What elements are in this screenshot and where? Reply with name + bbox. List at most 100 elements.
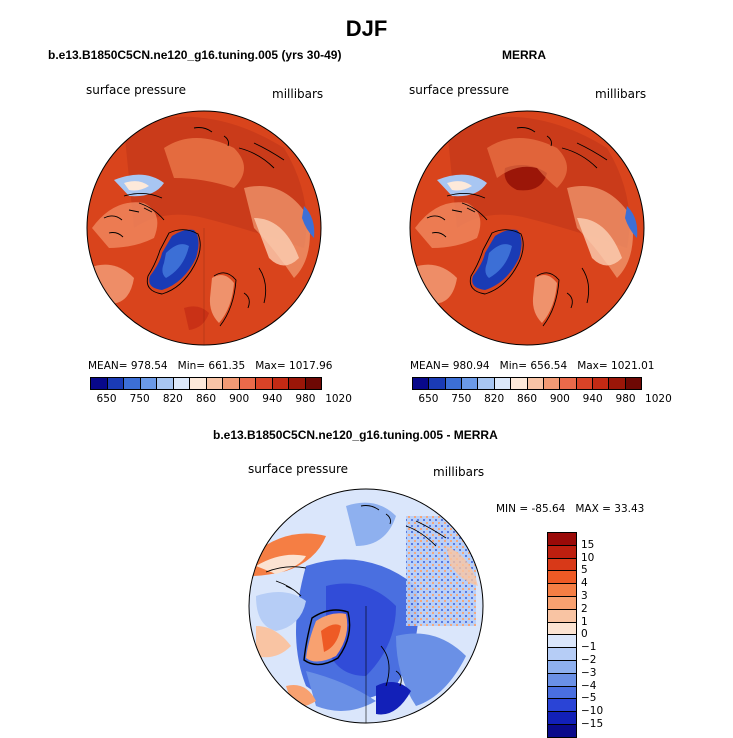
right-min-value: 656.54	[530, 360, 568, 372]
colorbar-swatch	[256, 378, 273, 389]
colorbar-swatch	[173, 378, 190, 389]
colorbar-swatch	[190, 378, 207, 389]
colorbar-swatch	[548, 712, 576, 725]
colorbar-swatch	[511, 378, 528, 389]
colorbar-tick-label: 4	[581, 577, 588, 590]
colorbar-tick-label: 1020	[645, 393, 672, 405]
colorbar-swatch	[305, 378, 321, 389]
colorbar-swatch	[478, 378, 495, 389]
colorbar-swatch	[239, 378, 256, 389]
colorbar-swatch	[289, 378, 306, 389]
right-stats: MEAN= 980.94 Min= 656.54 Max= 1021.01	[410, 360, 654, 372]
colorbar-swatch	[429, 378, 446, 389]
colorbar-swatch	[548, 660, 576, 674]
left-max-value: 1017.96	[289, 360, 333, 372]
figure-title: DJF	[345, 16, 388, 41]
colorbar-tick-label: 750	[451, 393, 472, 405]
right-mean-label: MEAN=	[410, 360, 450, 372]
colorbar-tick-label: 650	[418, 393, 439, 405]
colorbar-swatch	[548, 596, 576, 610]
colorbar-swatch	[625, 378, 642, 389]
colorbar-swatch	[548, 699, 576, 713]
diff-colorbar	[547, 532, 577, 738]
colorbar-swatch	[462, 378, 479, 389]
colorbar-tick-label: 2	[581, 602, 588, 615]
colorbar-tick-label: 5	[581, 564, 588, 577]
colorbar-tick-label: 820	[484, 393, 505, 405]
left-mean-value: 978.54	[130, 360, 168, 372]
right-polar-map	[409, 110, 645, 346]
diff-min-value: -85.64	[531, 503, 566, 515]
colorbar-tick-label: 980	[295, 393, 316, 405]
colorbar-swatch	[124, 378, 141, 389]
colorbar-tick-label: 750	[129, 393, 150, 405]
colorbar-swatch	[548, 635, 576, 649]
colorbar-swatch	[548, 686, 576, 700]
colorbar-swatch	[548, 609, 576, 623]
colorbar-tick-label: 10	[581, 551, 595, 564]
colorbar-tick-label: 900	[229, 393, 250, 405]
colorbar-tick-label: 860	[516, 393, 538, 405]
right-variable-label: surface pressure	[409, 83, 509, 97]
diff-stats: MIN = -85.64 MAX = 33.43	[496, 503, 644, 515]
colorbar-tick-label: 1	[581, 615, 588, 628]
colorbar-swatch	[548, 533, 576, 546]
colorbar-swatch	[548, 622, 576, 636]
diff-max-value: 33.43	[614, 503, 645, 515]
colorbar-tick-label: 980	[615, 393, 636, 405]
colorbar-swatch	[576, 378, 593, 389]
right-min-label: Min=	[499, 360, 528, 372]
colorbar-swatch	[272, 378, 289, 389]
diff-units-label: millibars	[433, 465, 485, 479]
colorbar-tick-label: 1020	[325, 393, 352, 405]
colorbar-swatch	[157, 378, 174, 389]
colorbar-tick-label: 940	[582, 393, 603, 405]
colorbar-tick-label: 820	[162, 393, 183, 405]
colorbar-swatch	[91, 378, 108, 389]
diff-max-label: MAX =	[575, 503, 611, 515]
colorbar-swatch	[560, 378, 577, 389]
colorbar-tick-label: 650	[96, 393, 117, 405]
colorbar-swatch	[548, 584, 576, 597]
left-colorbar	[90, 377, 322, 390]
colorbar-tick-label: 900	[549, 393, 570, 405]
colorbar-swatch	[140, 378, 157, 389]
right-units-label: millibars	[595, 87, 647, 101]
colorbar-tick-label: 860	[195, 393, 217, 405]
colorbar-swatch	[548, 724, 576, 737]
left-variable-label: surface pressure	[86, 83, 186, 97]
colorbar-tick-label: 940	[262, 393, 283, 405]
colorbar-swatch	[548, 673, 576, 687]
colorbar-swatch	[445, 378, 463, 389]
colorbar-swatch	[206, 378, 223, 389]
colorbar-swatch	[413, 378, 430, 389]
colorbar-swatch	[527, 378, 544, 389]
colorbar-tick-label: −1	[581, 641, 597, 654]
colorbar-swatch	[543, 378, 561, 389]
right-max-value: 1021.01	[611, 360, 655, 372]
diff-variable-label: surface pressure	[248, 462, 348, 476]
colorbar-tick-label: −15	[581, 718, 604, 730]
colorbar-tick-label: −10	[581, 705, 604, 718]
right-colorbar	[412, 377, 642, 390]
colorbar-tick-label: 3	[581, 590, 588, 602]
right-mean-value: 980.94	[452, 360, 490, 372]
colorbar-swatch	[548, 545, 576, 559]
left-min-value: 661.35	[208, 360, 246, 372]
colorbar-tick-label: 0	[581, 628, 588, 641]
left-polar-map	[86, 110, 322, 346]
colorbar-swatch	[548, 648, 576, 661]
colorbar-swatch	[548, 571, 576, 585]
colorbar-swatch	[494, 378, 512, 389]
left-mean-label: MEAN=	[88, 360, 128, 372]
left-panel-title: b.e13.B1850C5CN.ne120_g16.tuning.005 (yr…	[48, 48, 342, 62]
colorbar-swatch	[592, 378, 610, 389]
diff-panel-title: b.e13.B1850C5CN.ne120_g16.tuning.005 - M…	[213, 428, 498, 442]
diff-polar-map	[248, 488, 484, 724]
colorbar-swatch	[223, 378, 240, 389]
right-colorbar-ticks: 650 750 820 860 900 940 980 1020	[412, 393, 671, 407]
colorbar-tick-label: −5	[581, 692, 597, 705]
diff-min-label: MIN =	[496, 503, 529, 515]
left-units-label: millibars	[272, 87, 324, 101]
colorbar-swatch	[107, 378, 124, 389]
